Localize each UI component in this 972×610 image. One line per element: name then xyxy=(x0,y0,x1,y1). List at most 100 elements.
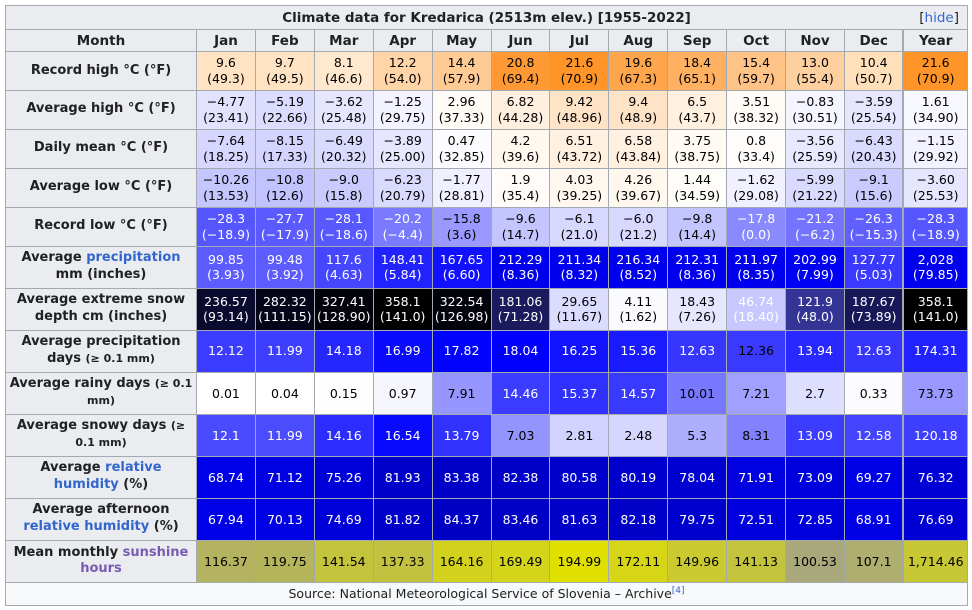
cell-value-imperial: (−18.9) xyxy=(911,226,960,242)
data-cell: 12.63 xyxy=(843,329,904,373)
cell-value: 79.75 xyxy=(679,511,716,527)
data-cell: 169.49 xyxy=(490,539,551,584)
cell-value: −6.43 xyxy=(854,133,893,149)
row-label-link[interactable]: sunshine xyxy=(122,544,189,560)
cell-value-imperial: (3.93) xyxy=(207,267,245,283)
data-cell: −4.77 (23.41) xyxy=(196,89,256,130)
cell-value: 2.96 xyxy=(447,94,476,110)
data-cell: 6.5 (43.7) xyxy=(667,89,728,130)
data-cell: 14.16 xyxy=(313,413,374,457)
data-cell: 0.04 xyxy=(254,371,315,415)
cell-value: −3.62 xyxy=(324,94,363,110)
cell-value-imperial: (35.4) xyxy=(501,187,540,203)
row-label-text: Average afternoon xyxy=(32,502,170,518)
row-label: Average high °C (°F) xyxy=(5,89,197,130)
cell-value: 71.12 xyxy=(266,469,303,485)
data-cell: 2.81 xyxy=(549,413,610,457)
row-label: Average rainy days (≥ 0.1 mm) xyxy=(5,371,197,415)
cell-value: 12.36 xyxy=(738,343,774,359)
cell-value: 4.2 xyxy=(510,133,531,149)
data-cell: 11.99 xyxy=(254,413,315,457)
cell-value-imperial: (34.90) xyxy=(912,109,959,125)
cell-value: 13.09 xyxy=(797,427,833,443)
cell-value: 211.97 xyxy=(734,251,778,267)
cell-value: 74.69 xyxy=(325,511,362,527)
cell-value: 141.54 xyxy=(321,553,366,569)
cell-value-imperial: (79.85) xyxy=(912,267,959,283)
cell-value: 68.91 xyxy=(855,511,892,527)
cell-value-imperial: (18.40) xyxy=(733,309,779,325)
data-cell: 78.04 xyxy=(667,455,728,499)
cell-value: 12.12 xyxy=(208,343,244,359)
cell-value: 6.58 xyxy=(624,133,653,149)
cell-value-imperial: (7.99) xyxy=(796,267,834,283)
hide-link[interactable]: hide xyxy=(924,10,954,26)
reference-link[interactable]: [4] xyxy=(671,586,685,597)
data-cell: 327.41 (128.90) xyxy=(313,287,374,331)
cell-value-imperial: (14.7) xyxy=(501,226,540,242)
data-cell: 358.1 (141.0) xyxy=(372,287,433,331)
data-cell: 100.53 xyxy=(785,539,845,584)
cell-value-imperial: (39.25) xyxy=(556,187,603,203)
row-label: Average snowy days (≥ 0.1 mm) xyxy=(5,413,197,457)
data-cell: 13.79 xyxy=(431,413,492,457)
data-cell: 187.67 (73.89) xyxy=(843,287,904,331)
cell-value-imperial: (−18.6) xyxy=(319,226,368,242)
cell-value: 83.38 xyxy=(443,469,480,485)
row-label: Daily mean °C (°F) xyxy=(5,128,197,169)
cell-value-imperial: (25.59) xyxy=(792,148,838,164)
row-label-text: Average high °C (°F) xyxy=(26,101,176,117)
row-label-link[interactable]: relative humidity xyxy=(53,460,162,493)
data-cell: 8.1 (46.6) xyxy=(313,51,374,91)
cell-value: 12.63 xyxy=(679,343,716,359)
cell-value-imperial: (48.9) xyxy=(619,109,658,125)
data-cell: 80.58 xyxy=(549,455,610,499)
cell-value: 81.93 xyxy=(384,469,421,485)
column-header-jul: Jul xyxy=(549,29,610,52)
cell-value: 83.46 xyxy=(502,511,539,527)
cell-value-imperial: (20.79) xyxy=(379,187,426,203)
cell-value: 8.31 xyxy=(742,427,771,443)
cell-value: −28.3 xyxy=(916,211,955,227)
hide-toggle[interactable]: [hide] xyxy=(919,10,959,26)
cell-value-imperial: (29.92) xyxy=(912,148,959,164)
row-label-link[interactable]: precipitation xyxy=(86,250,181,266)
data-cell: 137.33 xyxy=(372,539,433,584)
data-cell: −26.3 (−15.3) xyxy=(843,206,904,247)
cell-value: 172.11 xyxy=(616,553,661,569)
data-cell: −1.25 (29.75) xyxy=(372,89,433,130)
cell-value-imperial: (−4.4) xyxy=(382,226,423,242)
data-cell: 15.4 (59.7) xyxy=(726,51,787,91)
cell-value: −3.89 xyxy=(383,133,422,149)
cell-value-imperial: (43.72) xyxy=(556,148,603,164)
cell-value: −26.3 xyxy=(854,211,893,227)
row-label-link[interactable]: hours xyxy=(80,561,122,577)
cell-value: −6.0 xyxy=(623,211,654,227)
cell-value-imperial: (8.52) xyxy=(619,267,658,283)
data-cell: 76.69 xyxy=(902,497,969,541)
cell-value: −28.1 xyxy=(324,211,363,227)
data-cell: 84.37 xyxy=(431,497,492,541)
data-cell: 83.46 xyxy=(490,497,551,541)
data-cell: 17.82 xyxy=(431,329,492,373)
cell-value: 12.1 xyxy=(212,427,240,443)
row-label-text: (≥ 0.1 mm) xyxy=(75,419,186,450)
data-cell: −6.23 (20.79) xyxy=(372,167,433,208)
cell-value-imperial: (−18.9) xyxy=(201,226,250,242)
cell-value: −20.2 xyxy=(383,211,422,227)
cell-value: 80.19 xyxy=(620,469,657,485)
data-cell: 82.38 xyxy=(490,455,551,499)
cell-value: −9.6 xyxy=(505,211,536,227)
cell-value: 167.65 xyxy=(439,251,484,267)
data-cell: 3.51 (38.32) xyxy=(726,89,787,130)
data-cell: 14.18 xyxy=(313,329,374,373)
cell-value-imperial: (111.15) xyxy=(258,309,312,325)
cell-value-imperial: (39.6) xyxy=(501,148,540,164)
row-label-text: Average extreme snow depth cm (inches) xyxy=(16,292,186,325)
table-row: Mean monthly sunshine hours 116.37 119.75 1… xyxy=(5,539,969,584)
column-header-jan: Jan xyxy=(196,29,256,52)
row-label-link[interactable]: relative humidity xyxy=(23,519,150,535)
cell-value-imperial: (5.84) xyxy=(383,267,422,283)
cell-value: 16.54 xyxy=(384,427,421,443)
climate-table-body: Record high °C (°F) 9.6 (49.3) 9.7 (49.5) 8.1… xyxy=(5,51,969,584)
